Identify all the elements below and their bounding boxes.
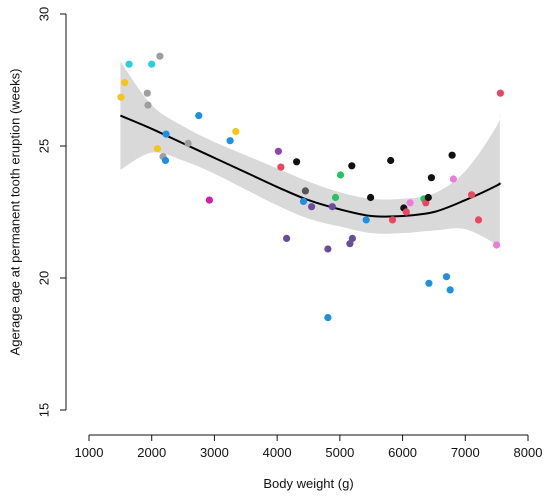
y-tick-label: 20 <box>36 271 51 285</box>
data-point <box>448 151 456 159</box>
data-point <box>406 199 414 207</box>
data-point <box>474 216 483 224</box>
x-tick-label: 7000 <box>451 445 480 460</box>
x-tick-label: 4000 <box>263 445 292 460</box>
x-axis-title: Body weight (g) <box>263 476 353 491</box>
data-point <box>277 163 285 171</box>
data-point <box>162 130 170 138</box>
data-point <box>148 60 156 68</box>
data-point <box>348 234 356 242</box>
x-tick-label: 2000 <box>137 445 166 460</box>
data-points-layer <box>117 52 504 322</box>
data-point <box>402 208 410 216</box>
data-point <box>324 314 332 322</box>
data-point <box>446 286 454 294</box>
data-point <box>232 127 240 136</box>
data-point <box>226 137 234 145</box>
confidence-band <box>120 61 501 255</box>
data-point <box>205 196 213 204</box>
y-axis-title: Agerage age at permanent tooth eruption … <box>7 69 22 356</box>
data-point <box>117 93 125 101</box>
x-tick-label: 1000 <box>75 445 104 460</box>
data-point <box>125 60 133 68</box>
data-point <box>144 101 152 109</box>
y-tick-label: 25 <box>36 139 51 153</box>
data-point <box>328 203 336 211</box>
data-point <box>121 79 129 87</box>
data-point <box>424 193 432 202</box>
confidence-band-layer <box>120 61 501 255</box>
data-point <box>425 279 433 287</box>
data-point <box>143 89 151 97</box>
x-tick-label: 3000 <box>200 445 229 460</box>
data-point <box>331 193 340 202</box>
data-point <box>496 89 504 97</box>
data-point <box>367 193 375 202</box>
data-point <box>449 175 457 183</box>
data-point <box>153 145 161 153</box>
x-tick-label: 8000 <box>514 445 543 460</box>
x-tick-label: 5000 <box>325 445 354 460</box>
data-point <box>493 241 501 249</box>
y-tick-label: 30 <box>36 7 51 21</box>
data-point <box>308 203 316 211</box>
data-point <box>468 191 476 199</box>
data-point <box>274 147 282 155</box>
data-point <box>388 216 397 224</box>
data-point <box>387 156 395 165</box>
x-tick-label: 6000 <box>388 445 417 460</box>
y-tick-label: 15 <box>36 403 51 417</box>
data-point <box>324 245 332 253</box>
axes-layer: 1000 2000 3000 4000 5000 6000 7000 8000 15 20 25 30 <box>36 7 542 460</box>
data-point <box>299 197 308 205</box>
data-point <box>293 158 301 166</box>
data-point <box>195 112 203 120</box>
data-point <box>362 216 370 224</box>
data-point <box>156 52 164 60</box>
data-point <box>442 273 451 281</box>
data-point <box>283 234 291 242</box>
data-point <box>301 187 309 195</box>
data-point <box>348 162 356 170</box>
data-point <box>336 171 345 179</box>
data-point <box>184 139 192 147</box>
data-point <box>161 156 170 165</box>
data-point <box>427 174 435 182</box>
